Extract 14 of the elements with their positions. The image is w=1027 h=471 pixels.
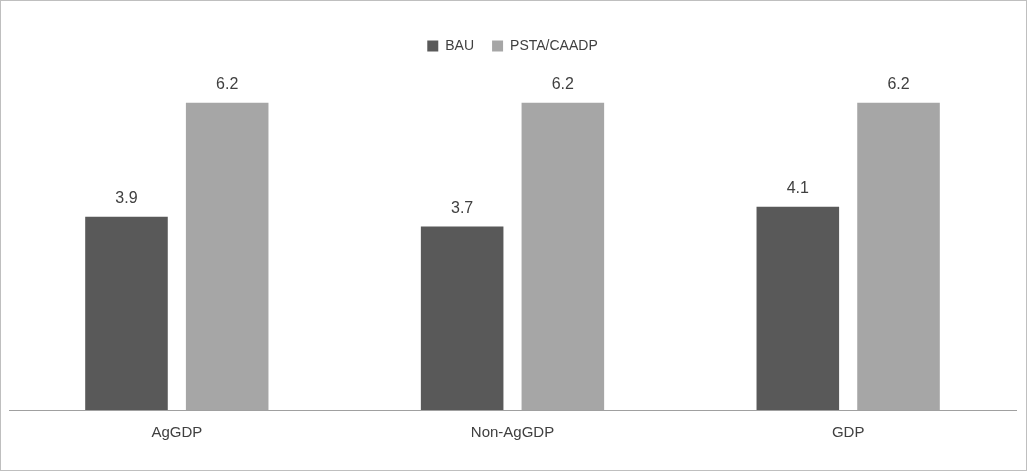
legend-label: BAU bbox=[445, 36, 475, 53]
bar bbox=[420, 226, 504, 410]
bar bbox=[85, 216, 168, 410]
x-tick-label: AgGDP bbox=[151, 423, 203, 441]
bar bbox=[756, 206, 840, 410]
data-label: 6.2 bbox=[216, 75, 239, 93]
data-label: 4.1 bbox=[786, 179, 810, 197]
x-tick-label: Non-AgGDP bbox=[470, 423, 555, 441]
data-label: 6.2 bbox=[887, 75, 910, 93]
data-label: 3.7 bbox=[451, 198, 474, 216]
legend-label: PSTA/CAADP bbox=[510, 36, 598, 53]
data-label: 6.2 bbox=[551, 75, 575, 93]
x-tick-label: GDP bbox=[831, 423, 865, 441]
data-label: 3.9 bbox=[115, 189, 138, 207]
